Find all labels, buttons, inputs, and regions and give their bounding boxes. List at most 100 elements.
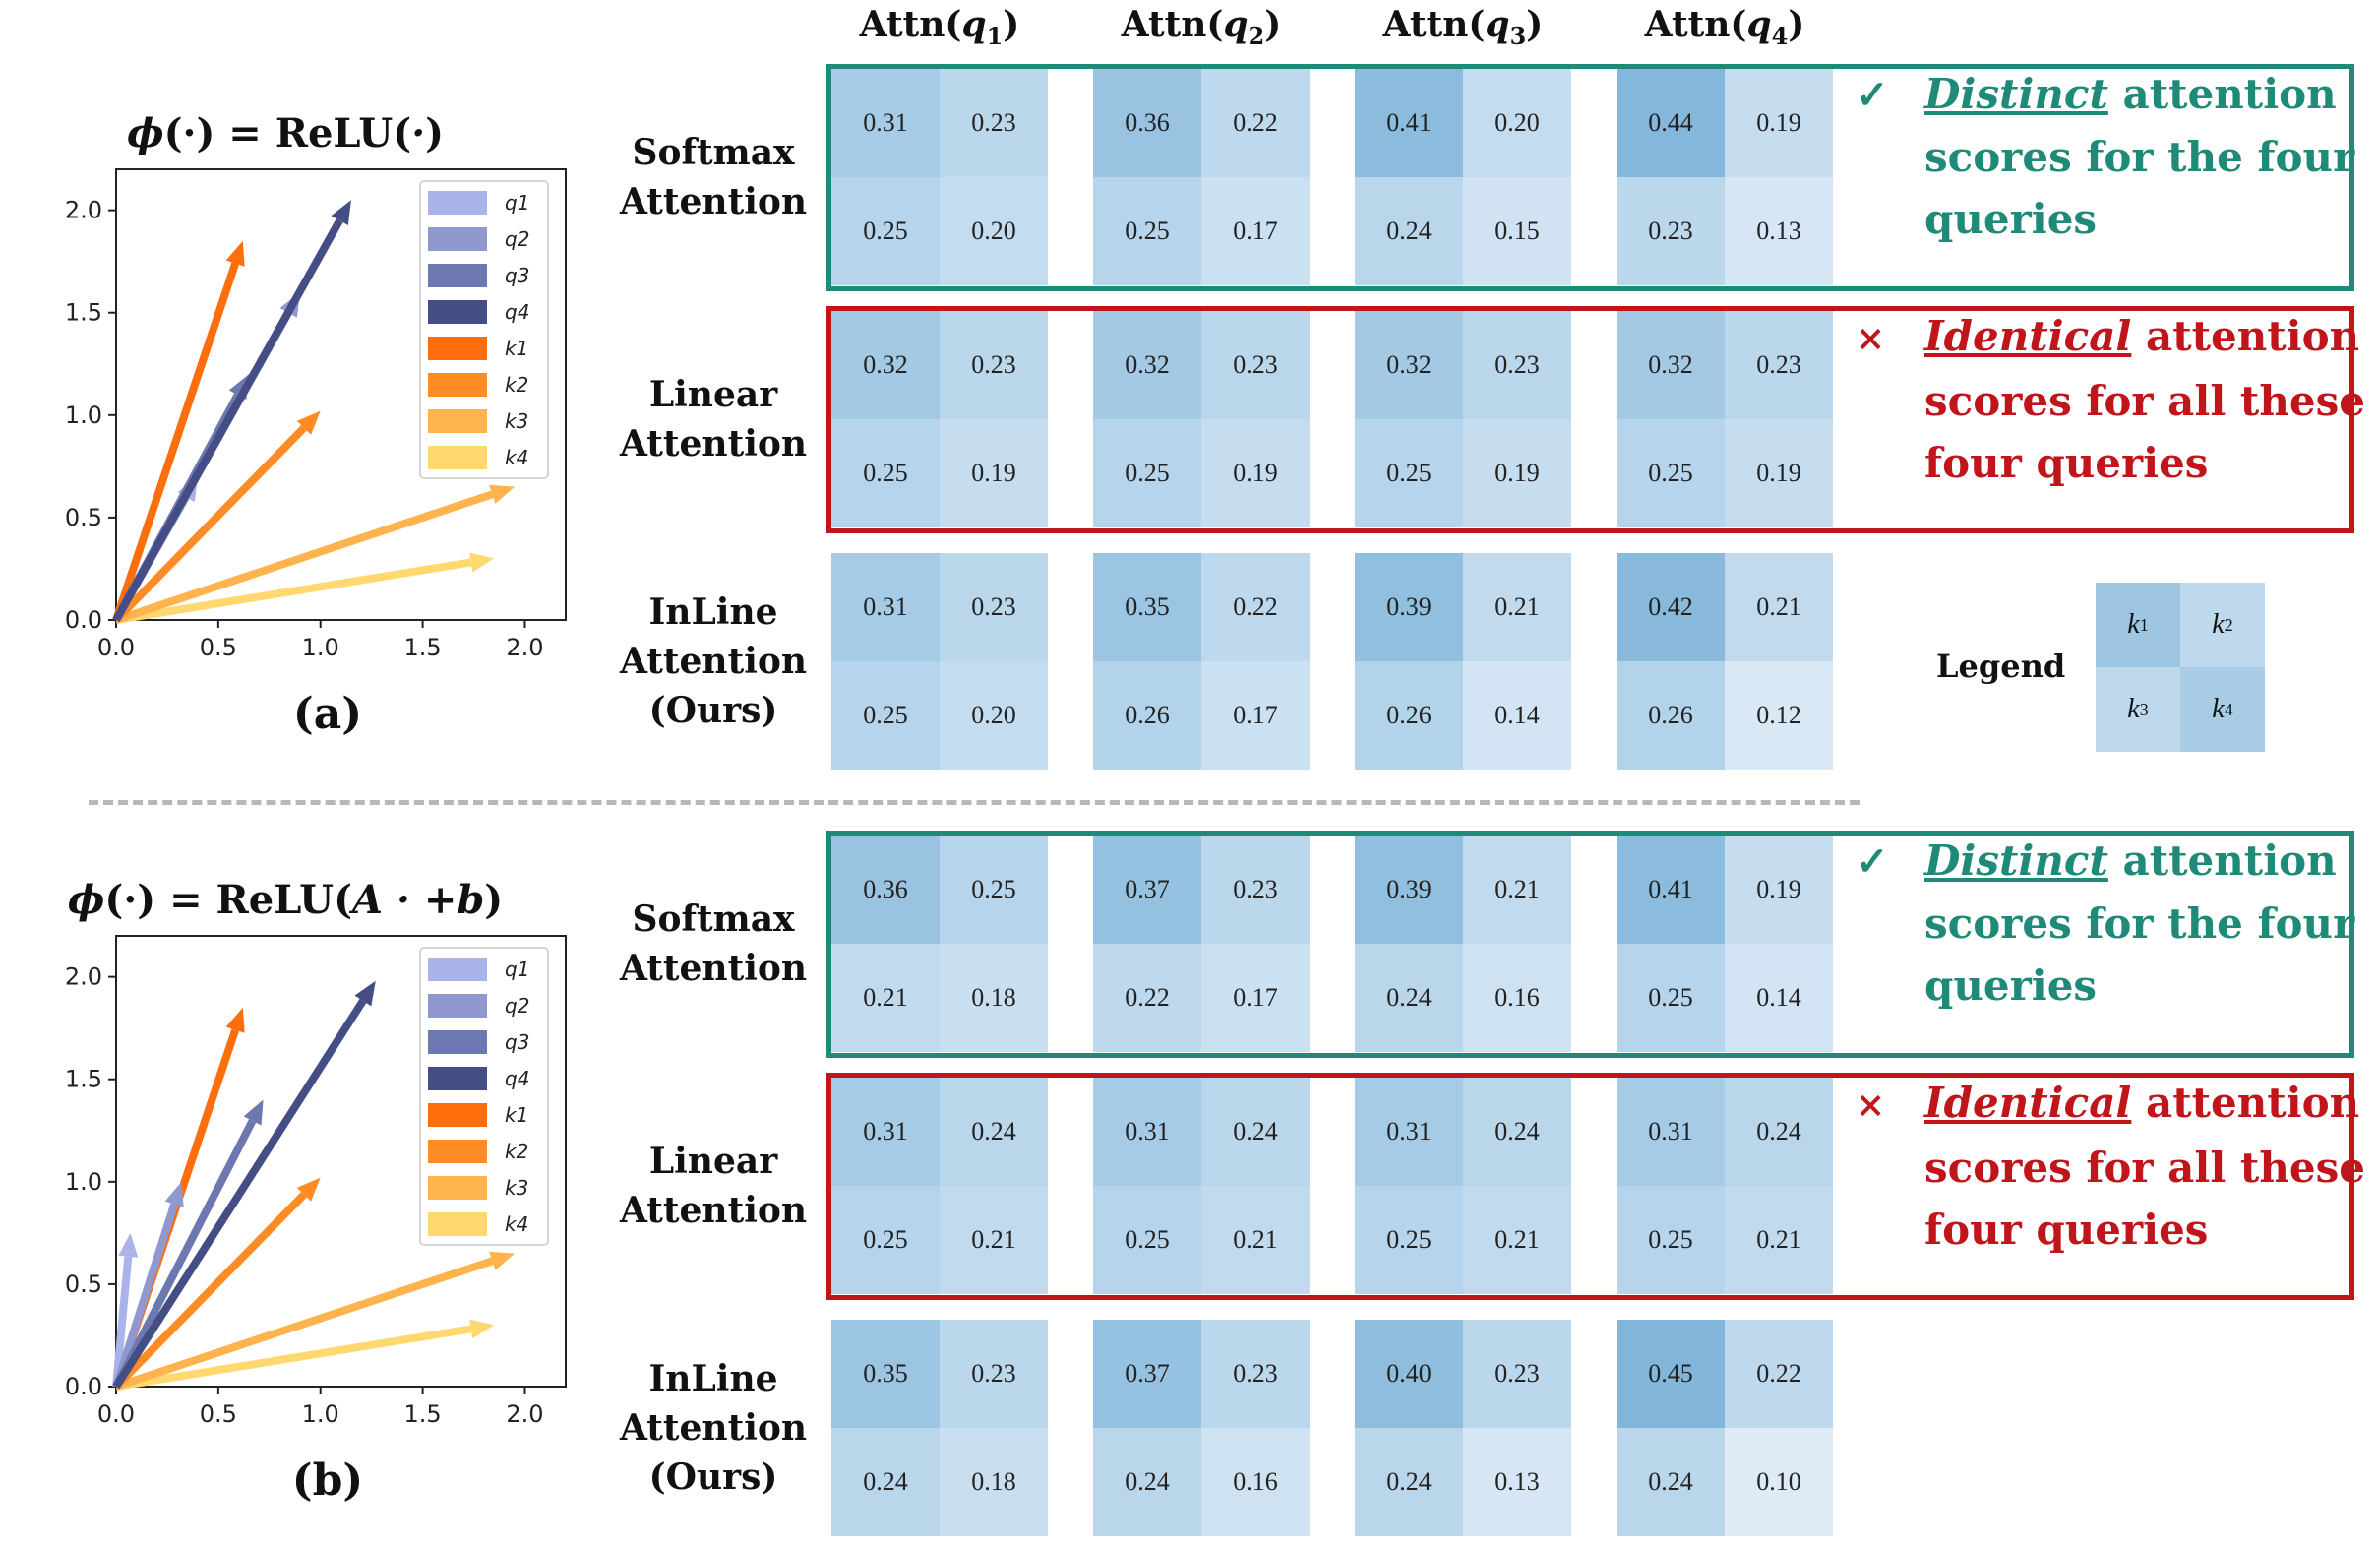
vector-k2-head [296,410,321,435]
attention-score-cell: 0.18 [940,1428,1048,1536]
softmax-note: ✓ Distinct attention scores for the four qu… [1856,830,2367,1026]
attention-score-cell: 0.21 [1725,553,1833,661]
attention-score-cell: 0.25 [831,661,940,770]
attention-score-cell: 0.17 [1201,177,1310,285]
y-tick-label: 2.0 [65,197,102,224]
softmax-note: ✓ Distinct attention scores for the four qu… [1856,63,2367,260]
attention-score-cell: 0.32 [1355,311,1463,419]
attention-score-cell: 0.25 [1093,1186,1201,1294]
column-header-q: q [961,4,987,45]
row-label-line: Softmax [632,132,795,173]
column-header-attn-q2: Attn(q2) [1093,4,1310,58]
vector-q2-head [164,1181,184,1207]
note-line: ✓ Distinct attention [1856,830,2367,893]
attention-score-cell: 0.31 [1355,1078,1463,1186]
legend-cell-k: k [2212,609,2225,640]
note-keyword: Distinct [1924,70,2108,118]
x-tick-label: 1.5 [404,1400,442,1428]
plot-legend-swatch-q1 [428,958,487,981]
vector-q4-head [354,980,376,1007]
note-line: × Identical attention [1856,1072,2367,1137]
attention-score-cell: 0.22 [1201,553,1310,661]
title-arg: · [411,110,426,156]
linear-frame-box [826,1073,2354,1300]
plot-legend-label-k2: k2 [505,1140,528,1163]
note-keyword: Identical [1924,1079,2132,1127]
x-tick-label: 0.0 [97,634,135,661]
attention-score-cell: 0.25 [831,419,940,527]
column-header-q: q [1223,4,1249,45]
attention-score-cell: 0.23 [1725,311,1833,419]
plot-legend-swatch-q3 [428,264,487,287]
attention-score-cell: 0.21 [1463,1186,1571,1294]
softmax-frame-box [826,64,2354,291]
note-keyword: Identical [1924,312,2132,360]
row-label-line: Attention [619,948,808,989]
note-line: scores for the four [1924,133,2355,181]
attention-score-cell: 0.36 [1093,69,1201,177]
attention-score-cell: 0.23 [940,1320,1048,1428]
plot-legend-label-q4: q4 [505,1067,529,1090]
attention-score-cell: 0.25 [831,177,940,285]
vector-k3-head [489,1251,516,1270]
plot-legend-swatch-q1 [428,191,487,215]
vector-q3-head [243,1099,264,1126]
plot-legend-label-k4: k4 [505,1212,528,1236]
attention-score-cell: 0.31 [831,69,940,177]
attention-score-cell: 0.16 [1201,1428,1310,1536]
column-header-q: q [1485,4,1510,45]
row-label-inline: InLine Attention (Ours) [610,588,817,735]
row-label-line: Linear [648,374,778,415]
row-label-linear: Linear Attention [610,370,817,468]
y-tick-label: 1.5 [65,299,102,327]
row-label-softmax: Softmax Attention [610,128,817,226]
plot-legend-label-q3: q3 [505,264,529,287]
plot-title-a: ϕ(·) = ReLU(·) [59,110,512,164]
row-label-line: (Ours) [648,1456,778,1498]
title-end: ) [484,877,504,923]
x-tick-label: 1.0 [302,634,339,661]
plot-legend-swatch-k3 [428,409,487,433]
column-header-text: Attn( [1644,4,1747,45]
cross-icon: × [1856,318,1886,359]
attention-score-cell: 0.25 [1355,1186,1463,1294]
column-header-q: q [1746,4,1772,45]
legend-cell-sub: 2 [2224,614,2233,635]
attention-score-cell: 0.22 [1201,69,1310,177]
row-label-inline: InLine Attention (Ours) [610,1354,817,1502]
plot-legend-label-k3: k3 [505,1176,528,1200]
column-header-close: ) [1003,4,1020,45]
attention-score-cell: 0.13 [1463,1428,1571,1536]
column-header-close: ) [1788,4,1805,45]
row-label-line: Attention [619,423,808,464]
x-tick-label: 1.0 [302,1400,339,1428]
attention-score-cell: 0.42 [1617,553,1725,661]
attention-score-cell: 0.23 [940,553,1048,661]
linear-frame-box [826,306,2354,533]
title-arg: A · +b [352,877,485,923]
vector-k4-shaft [115,558,472,624]
attention-score-cell: 0.23 [1617,177,1725,285]
attention-score-cell: 0.23 [940,69,1048,177]
vector-k2-shaft [113,1192,307,1390]
attention-score-cell: 0.41 [1355,69,1463,177]
attention-score-cell: 0.25 [940,836,1048,944]
legend-title: Legend [1936,648,2066,685]
attention-score-cell: 0.19 [940,419,1048,527]
attention-score-cell: 0.24 [1355,1428,1463,1536]
attention-score-cell: 0.16 [1463,944,1571,1052]
column-header-sub: 1 [986,22,1004,51]
vector-k3-shaft [114,490,494,624]
attention-score-cell: 0.25 [1617,419,1725,527]
attention-score-cell: 0.32 [1617,311,1725,419]
plot-legend-swatch-k2 [428,373,487,397]
note-line: four queries [1924,439,2209,487]
note-line: scores for the four [1924,899,2355,948]
vector-k4-shaft [115,1325,472,1391]
attention-score-cell: 0.24 [1355,944,1463,1052]
note-line: scores for all these [1924,1144,2365,1192]
phi-symbol: ϕ [126,110,164,156]
vector-k2-shaft [113,425,307,623]
